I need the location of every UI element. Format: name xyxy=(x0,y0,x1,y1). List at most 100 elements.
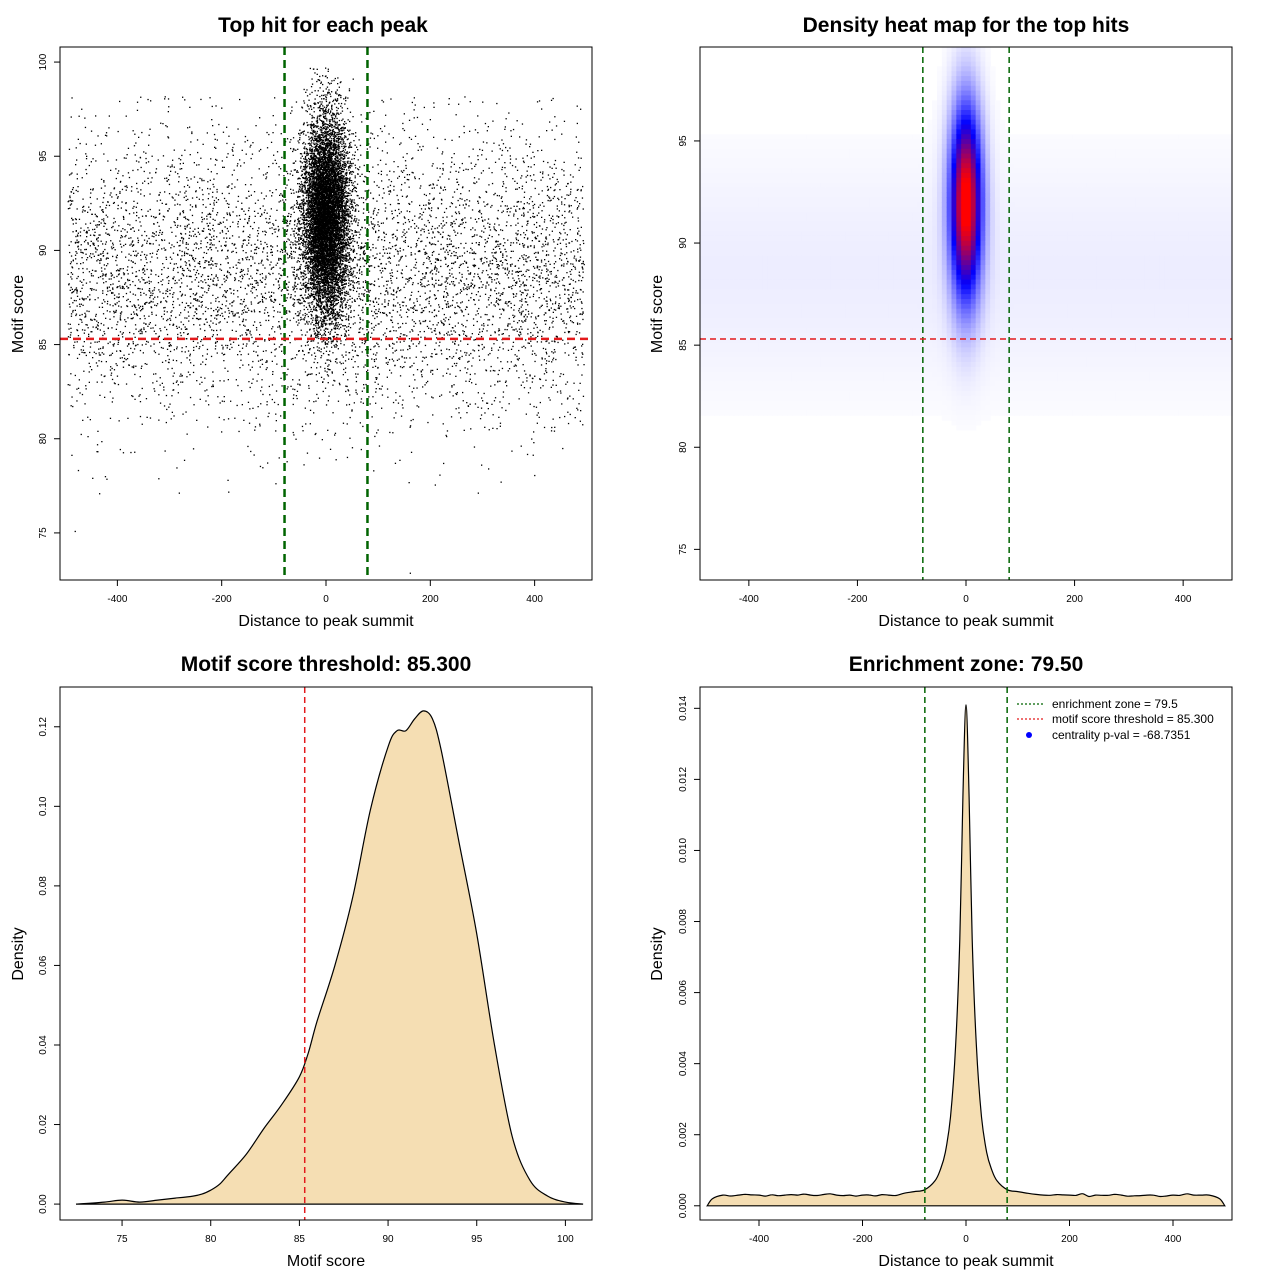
scatter-point xyxy=(431,273,434,275)
scatter-point xyxy=(479,359,481,361)
scatter-point xyxy=(342,310,344,313)
scatter-point xyxy=(212,385,214,388)
scatter-point xyxy=(405,167,407,169)
scatter-point xyxy=(497,274,499,276)
scatter-point xyxy=(569,210,571,212)
scatter-point xyxy=(85,324,87,326)
scatter-point xyxy=(268,133,270,136)
scatter-point xyxy=(78,303,81,305)
scatter-point xyxy=(207,168,209,170)
scatter-point xyxy=(242,259,244,261)
scatter-point xyxy=(579,313,581,315)
scatter-point xyxy=(322,381,324,383)
scatter-point xyxy=(501,367,504,370)
scatter-point xyxy=(424,208,426,210)
scatter-point xyxy=(380,321,382,323)
scatter-point xyxy=(293,162,295,164)
scatter-point xyxy=(417,334,419,336)
scatter-point xyxy=(287,289,289,291)
scatter-point xyxy=(119,181,122,183)
scatter-point xyxy=(102,273,104,275)
scatter-point xyxy=(355,380,358,383)
scatter-point xyxy=(345,294,347,297)
scatter-point xyxy=(149,295,152,297)
scatter-point xyxy=(402,407,404,409)
scatter-point xyxy=(554,351,556,353)
scatter-point xyxy=(487,354,490,356)
scatter-point xyxy=(578,279,580,282)
scatter-point xyxy=(239,350,241,353)
scatter-point xyxy=(89,209,91,211)
scatter-point xyxy=(272,272,274,275)
scatter-point xyxy=(414,258,417,260)
scatter-point xyxy=(152,298,155,300)
scatter-point xyxy=(71,172,73,174)
scatter-point xyxy=(226,277,229,279)
scatter-point xyxy=(361,226,363,228)
scatter-point xyxy=(435,282,437,285)
scatter-point xyxy=(225,233,227,235)
scatter-point xyxy=(474,303,476,306)
scatter-point xyxy=(582,312,584,314)
scatter-point xyxy=(292,208,294,210)
scatter-point xyxy=(556,276,558,278)
scatter-point xyxy=(266,172,268,174)
scatter-point xyxy=(518,308,521,310)
scatter-point xyxy=(77,242,79,244)
scatter-point xyxy=(509,147,511,149)
scatter-point xyxy=(537,332,539,334)
scatter-point xyxy=(491,347,493,349)
scatter-point xyxy=(192,222,194,224)
scatter-point xyxy=(76,290,78,292)
scatter-point xyxy=(264,286,266,288)
scatter-point xyxy=(124,185,126,188)
scatter-point xyxy=(250,184,252,186)
scatter-point xyxy=(311,293,313,295)
scatter-point xyxy=(118,296,120,298)
scatter-point xyxy=(74,289,76,291)
scatter-point xyxy=(72,309,74,312)
scatter-point xyxy=(388,247,390,249)
scatter-point xyxy=(375,309,377,311)
scatter-point xyxy=(529,198,531,200)
scatter-point xyxy=(515,282,517,284)
scatter-point xyxy=(213,310,215,312)
scatter-point xyxy=(175,381,178,383)
scatter-point xyxy=(112,283,114,285)
scatter-point xyxy=(215,265,217,267)
scatter-point xyxy=(526,279,528,281)
scatter-point xyxy=(530,345,532,347)
scatter-point xyxy=(404,241,406,244)
scatter-point xyxy=(381,385,383,387)
scatter-point xyxy=(223,197,226,200)
scatter-point xyxy=(377,383,379,385)
scatter-point xyxy=(202,256,204,259)
scatter-point xyxy=(209,239,211,241)
scatter-point xyxy=(500,313,502,315)
scatter-point xyxy=(541,149,543,151)
scatter-point xyxy=(163,313,165,315)
scatter-point xyxy=(241,274,243,276)
scatter-point xyxy=(145,258,147,260)
scatter-point xyxy=(543,426,546,429)
scatter-point xyxy=(201,339,203,341)
scatter-point xyxy=(370,249,372,251)
scatter-point xyxy=(464,351,466,354)
scatter-point xyxy=(466,412,468,414)
scatter-point xyxy=(348,151,351,153)
scatter-point xyxy=(507,349,510,351)
scatter-point xyxy=(469,130,471,132)
scatter-point xyxy=(356,354,358,356)
scatter-point xyxy=(445,434,447,437)
scatter-point xyxy=(525,176,527,178)
scatter-point xyxy=(561,279,564,281)
scatter-point xyxy=(213,277,215,279)
scatter-point xyxy=(530,157,532,159)
scatter-point xyxy=(421,228,423,230)
scatter-point xyxy=(399,247,401,249)
scatter-point xyxy=(233,143,235,145)
scatter-point xyxy=(315,268,317,270)
scatter-point xyxy=(476,181,478,183)
scatter-point xyxy=(477,155,479,157)
scatter-point xyxy=(568,300,570,303)
